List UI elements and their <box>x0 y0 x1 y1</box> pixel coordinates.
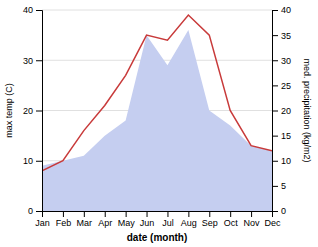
x-axis: Jan Feb Mar Apr May Jun Jul Aug Sep Oct NovDec <box>35 211 281 228</box>
area <box>42 30 272 211</box>
x-tick-mark <box>126 211 127 217</box>
y2-tick-label: 30 <box>281 56 291 66</box>
y-tick-label: 30 <box>23 56 33 66</box>
y2-tick-label: 15 <box>281 131 291 141</box>
plot-area: JanFebMarAprMayJunJulAugSepOctNovDec0102… <box>4 5 312 243</box>
y2-tick-mark <box>272 136 278 137</box>
y-tick: 0 <box>28 206 42 216</box>
x-tick: Sep <box>202 211 218 228</box>
x-tick-label: Mar <box>77 218 93 228</box>
y2-tick: 15 <box>272 131 291 141</box>
y2-tick: 30 <box>272 56 291 66</box>
x-tick-label: May <box>118 218 136 228</box>
y2-tick-label: 20 <box>281 106 291 116</box>
x-tick-mark <box>167 211 168 217</box>
x-tick-mark <box>84 211 85 217</box>
x-tick-mark <box>188 211 189 217</box>
y2-tick-mark <box>272 111 278 112</box>
y-tick: 10 <box>23 156 42 166</box>
y2-tick: 35 <box>272 31 291 41</box>
grid <box>42 10 272 211</box>
y2-tick-mark <box>272 161 278 162</box>
x-tick: Mar <box>77 211 93 228</box>
y2-tick-label: 35 <box>281 31 291 41</box>
y2-axis-line <box>273 11 279 212</box>
x-tick-label: Dec <box>264 218 281 228</box>
y2-tick-mark <box>272 186 278 187</box>
x-tick: May <box>118 211 136 228</box>
x-tick: Dec <box>264 211 281 228</box>
x-axis-line <box>43 212 273 218</box>
y2-tick: 20 <box>272 106 291 116</box>
grid-line <box>42 10 272 11</box>
x-tick-mark <box>63 211 64 217</box>
y2-tick-label: 10 <box>281 156 291 166</box>
y-tick: 40 <box>23 5 42 15</box>
x-tick-label: Feb <box>56 218 72 228</box>
y2-tick: 0 <box>272 206 286 216</box>
x-tick: Aug <box>181 211 197 228</box>
x-tick-mark <box>147 211 148 217</box>
marks <box>42 15 272 211</box>
y-tick: 20 <box>23 106 42 116</box>
x-tick: Jan <box>35 211 50 228</box>
y-axis-line <box>36 11 43 212</box>
y-tick: 30 <box>23 56 42 66</box>
x-tick: Oct <box>224 211 239 228</box>
line <box>42 15 272 171</box>
y2-tick-label: 40 <box>281 5 291 15</box>
x-tick-label: Sep <box>202 218 218 228</box>
x-tick-mark <box>209 211 210 217</box>
x-tick-label: Jul <box>162 218 174 228</box>
y-tick-label: 20 <box>23 106 33 116</box>
y2-tick-label: 5 <box>281 181 286 191</box>
chart-svg: JanFebMarAprMayJunJulAugSepOctNovDec0102… <box>0 0 318 247</box>
y2-tick-mark <box>272 60 278 61</box>
y2-tick: 5 <box>272 181 286 191</box>
x-tick: Apr <box>98 211 112 228</box>
x-tick-label: Jan <box>35 218 50 228</box>
y-axis-title: max temp (C) <box>4 83 14 138</box>
y-tick-label: 40 <box>23 5 33 15</box>
x-tick: Jun <box>140 211 155 228</box>
x-tick-label: Oct <box>224 218 239 228</box>
x-tick-label: Aug <box>181 218 197 228</box>
y-tick-mark <box>36 211 42 212</box>
y2-tick: 40 <box>272 5 291 15</box>
x-tick-label: Nov <box>244 218 261 228</box>
y2-tick-label: 25 <box>281 81 291 91</box>
y-tick-label: 0 <box>28 206 33 216</box>
x-tick-label: Jun <box>140 218 155 228</box>
y2-tick-mark <box>272 85 278 86</box>
y-axis: 0 10 20 30 40 <box>23 5 43 216</box>
x-tick: Jul <box>162 211 174 228</box>
y2-axis-title: med. precipitation (kg/m2) <box>302 58 312 162</box>
x-tick-mark <box>230 211 231 217</box>
x-tick: Nov <box>244 211 261 228</box>
y2-tick: 25 <box>272 81 291 91</box>
y2-tick-mark <box>272 35 278 36</box>
y2-tick-mark <box>272 211 278 212</box>
x-axis-title: date (month) <box>127 232 188 243</box>
y-tick-mark <box>36 10 42 11</box>
y-tick-mark <box>36 161 42 162</box>
y-tick-mark <box>36 111 42 112</box>
x-tick-mark <box>251 211 252 217</box>
x-tick-label: Apr <box>98 218 112 228</box>
y2-axis: 0 5 10 15 20 25 30 35 40 <box>272 5 291 216</box>
x-tick-mark <box>105 211 106 217</box>
y2-tick-label: 0 <box>281 206 286 216</box>
y2-tick-mark <box>272 10 278 11</box>
chart: JanFebMarAprMayJunJulAugSepOctNovDec0102… <box>0 0 318 247</box>
y2-tick: 10 <box>272 156 291 166</box>
y-tick-mark <box>36 60 42 61</box>
y-tick-label: 10 <box>23 156 33 166</box>
x-tick: Feb <box>56 211 72 228</box>
